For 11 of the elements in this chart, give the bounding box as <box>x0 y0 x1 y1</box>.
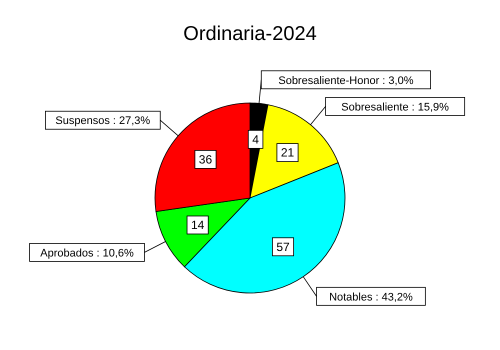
slice-label: Notables : 43,2% <box>329 291 414 304</box>
chart-title: Ordinaria-2024 <box>183 23 317 45</box>
slice-label: Suspensos : 27,3% <box>55 115 150 128</box>
slice-label: Sobresaliente-Honor : 3,0% <box>278 74 414 87</box>
slice-label: Aprobados : 10,6% <box>40 247 134 260</box>
data-label: 57 <box>276 240 290 254</box>
slice-label: Sobresaliente : 15,9% <box>341 101 450 114</box>
data-label: 4 <box>252 132 260 146</box>
data-label: 36 <box>198 152 212 166</box>
data-label: 21 <box>280 146 294 160</box>
data-label: 14 <box>190 218 205 232</box>
